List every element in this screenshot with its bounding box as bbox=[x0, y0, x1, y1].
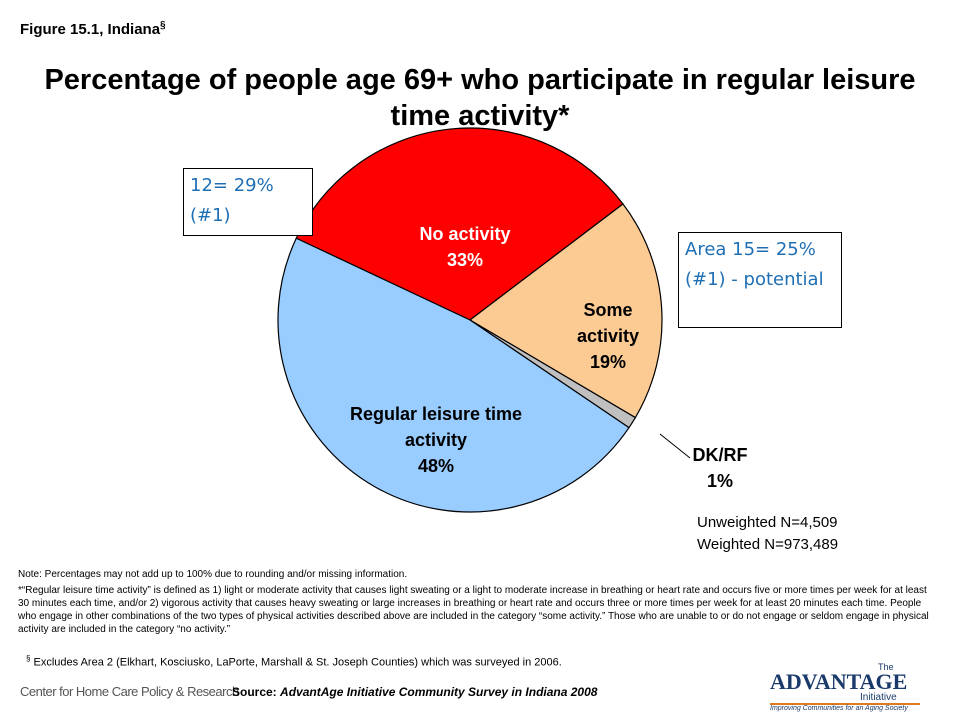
footnote-mark: § bbox=[26, 654, 31, 663]
note: *“Regular leisure time activity” is defi… bbox=[18, 585, 929, 635]
callout: 12= 29% (#1) bbox=[183, 168, 313, 236]
slice-value: 1% bbox=[706, 471, 733, 491]
footnote: § Excludes Area 2 (Elkhart, Kosciusko, L… bbox=[26, 654, 562, 669]
slice-label: Some activity 19% bbox=[563, 297, 653, 375]
pie-slice bbox=[468, 203, 663, 419]
sample-size: Unweighted N=4,509 Weighted N=973,489 bbox=[697, 512, 838, 556]
notes: Note: Percentages may not add up to 100%… bbox=[18, 568, 933, 639]
slice-label: Regular leisure time activity 48% bbox=[346, 401, 526, 479]
slice-label: DK/RF 1% bbox=[680, 442, 760, 494]
leader-line bbox=[659, 433, 691, 459]
source-label: Source: bbox=[232, 685, 277, 699]
logo-left: Center for Home Care Policy & Research bbox=[20, 684, 239, 699]
sample-line: Unweighted N=4,509 bbox=[697, 514, 838, 531]
note: Note: Percentages may not add up to 100%… bbox=[18, 569, 408, 580]
figure-label: Figure 15.1, Indiana§ bbox=[20, 20, 166, 38]
footnote-text: Excludes Area 2 (Elkhart, Kosciusko, LaP… bbox=[33, 656, 562, 669]
source: Source: AdvantAge Initiative Community S… bbox=[232, 685, 597, 699]
logo-right: The ADVANTAGE Initiative Improving Commu… bbox=[770, 662, 920, 712]
logo-sub: Initiative bbox=[860, 692, 897, 703]
slice-label: No activity 33% bbox=[385, 221, 545, 273]
pie-slice bbox=[295, 127, 624, 321]
slice-value: 33% bbox=[446, 250, 484, 270]
logo-the: The bbox=[878, 662, 894, 672]
callout: Area 15= 25% (#1) - potential bbox=[678, 232, 842, 328]
chart-title: Percentage of people age 69+ who partici… bbox=[44, 64, 916, 132]
logo-tag: Improving Communities for an Aging Socie… bbox=[770, 703, 920, 712]
logo-main: ADVANTAGE bbox=[770, 669, 908, 694]
source-text: AdvantAge Initiative Community Survey in… bbox=[280, 685, 598, 699]
slice-name: Some activity bbox=[576, 300, 640, 346]
sample-line: Weighted N=973,489 bbox=[697, 536, 839, 553]
slice-value: 19% bbox=[589, 352, 627, 372]
figure-mark: § bbox=[160, 20, 166, 31]
slice-value: 48% bbox=[417, 456, 455, 476]
slice-name: DK/RF bbox=[692, 445, 748, 465]
slice-name: Regular leisure time activity bbox=[349, 404, 523, 450]
pie-slice bbox=[277, 237, 630, 513]
figure-text: Figure 15.1, Indiana bbox=[20, 21, 161, 38]
slice-name: No activity bbox=[419, 224, 511, 244]
